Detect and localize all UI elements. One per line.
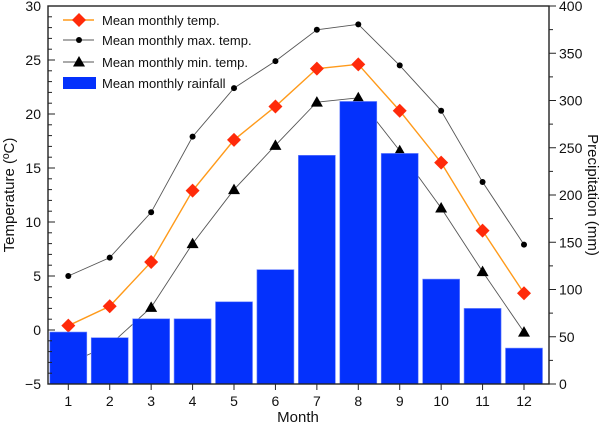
x-tick-label: 3 [147, 393, 155, 409]
rainfall-bar-9 [380, 153, 419, 385]
rainfall-bars [49, 101, 543, 385]
rainfall-bar-12 [505, 347, 543, 385]
triangle-point-7 [310, 96, 323, 107]
legend-label: Mean monthly rainfall [102, 76, 226, 91]
right-tick-label: 200 [559, 187, 583, 203]
legend-swatch-rainfall [63, 77, 96, 89]
triangle-point-10 [435, 201, 448, 213]
rainfall-bar-3 [132, 318, 170, 385]
x-tick-label: 5 [230, 393, 238, 409]
diamond-point-12 [517, 286, 531, 301]
circle-point-2 [106, 254, 113, 261]
diamond-point-2 [102, 299, 117, 314]
circle-point-12 [521, 241, 527, 248]
x-tick-label: 2 [106, 393, 114, 409]
triangle-point-5 [228, 183, 241, 195]
triangle-point-8 [352, 91, 365, 103]
triangle-point-3 [145, 301, 158, 312]
diamond-point-6 [268, 99, 283, 114]
right-tick-label: 350 [559, 45, 583, 61]
rainfall-bar-6 [256, 269, 295, 385]
legend-marker-circle [76, 37, 82, 43]
rainfall-bar-4 [173, 318, 212, 385]
right-tick-label: 250 [559, 140, 583, 156]
triangle-point-4 [186, 237, 199, 249]
triangle-point-9 [393, 144, 406, 156]
circle-point-5 [231, 85, 238, 92]
series-line-circle [68, 23, 525, 277]
triangle-point-6 [269, 139, 282, 150]
legend: Mean monthly temp. Mean monthly max. temp… [63, 13, 252, 91]
rainfall-bar-10 [422, 278, 460, 385]
right-tick-label: 150 [559, 234, 583, 250]
triangle-point-12 [518, 326, 530, 337]
diamond-point-1 [61, 318, 76, 333]
diamond-point-8 [351, 57, 366, 72]
right-tick-label: 300 [559, 93, 583, 109]
circle-point-3 [148, 209, 155, 216]
circle-point-9 [396, 62, 403, 69]
x-tick-label: 1 [64, 393, 72, 409]
rainfall-bar-5 [215, 301, 253, 385]
diamond-point-9 [392, 103, 407, 118]
right-tick-label: 0 [559, 376, 567, 392]
circle-point-10 [438, 107, 445, 114]
rainfall-bar-7 [298, 155, 336, 385]
circle-point-7 [313, 26, 320, 33]
right-axis-label: Precipitation (mm) [584, 134, 600, 256]
legend-marker-triangle [73, 56, 85, 67]
circle-point-1 [65, 273, 72, 279]
x-tick-label: 8 [354, 393, 362, 409]
left-tick-label: 30 [25, 0, 41, 14]
series-line-diamond [68, 63, 525, 327]
diamond-point-11 [475, 223, 490, 238]
x-tick-label: 7 [313, 393, 321, 409]
series-triangle [62, 91, 530, 368]
series-circle [65, 21, 527, 279]
circle-point-4 [189, 133, 196, 140]
temperature-lines [61, 21, 531, 368]
legend-label: Mean monthly max. temp. [102, 33, 252, 48]
left-tick-label: 15 [25, 160, 41, 176]
diamond-point-5 [227, 132, 242, 147]
circle-point-8 [355, 21, 362, 28]
x-tick-label: 6 [272, 393, 280, 409]
x-tick-label: 12 [516, 393, 532, 409]
left-tick-label: 20 [25, 106, 41, 122]
rainfall-bar-11 [463, 308, 502, 385]
diamond-point-7 [309, 61, 324, 76]
diamond-point-4 [185, 183, 200, 198]
diamond-point-10 [434, 155, 449, 170]
legend-marker-diamond [72, 13, 86, 27]
left-tick-label: 25 [25, 52, 41, 68]
circle-point-6 [272, 58, 279, 65]
x-tick-label: 4 [189, 393, 197, 409]
rainfall-bar-2 [90, 337, 129, 385]
right-tick-label: 50 [559, 329, 575, 345]
left-tick-label: 10 [25, 214, 41, 230]
legend-label: Mean monthly min. temp. [102, 55, 248, 70]
series-diamond [61, 57, 531, 333]
left-tick-label: 0 [33, 322, 41, 338]
x-tick-label: 10 [433, 393, 449, 409]
left-axis-label: Temperature (ºC) [1, 138, 18, 253]
series-line-triangle [68, 97, 525, 364]
diamond-point-3 [144, 254, 159, 269]
left-tick-label: 5 [33, 268, 41, 284]
legend-label: Mean monthly temp. [102, 13, 220, 28]
circle-point-11 [479, 179, 486, 186]
x-tick-label: 9 [396, 393, 404, 409]
left-tick-label: −5 [25, 376, 41, 392]
right-tick-label: 100 [559, 282, 583, 298]
rainfall-bar-1 [49, 331, 88, 385]
x-axis-label: Month [277, 409, 319, 426]
x-tick-label: 11 [475, 393, 490, 409]
triangle-point-11 [476, 265, 489, 277]
right-tick-label: 400 [559, 0, 583, 14]
rainfall-bar-8 [339, 101, 378, 385]
